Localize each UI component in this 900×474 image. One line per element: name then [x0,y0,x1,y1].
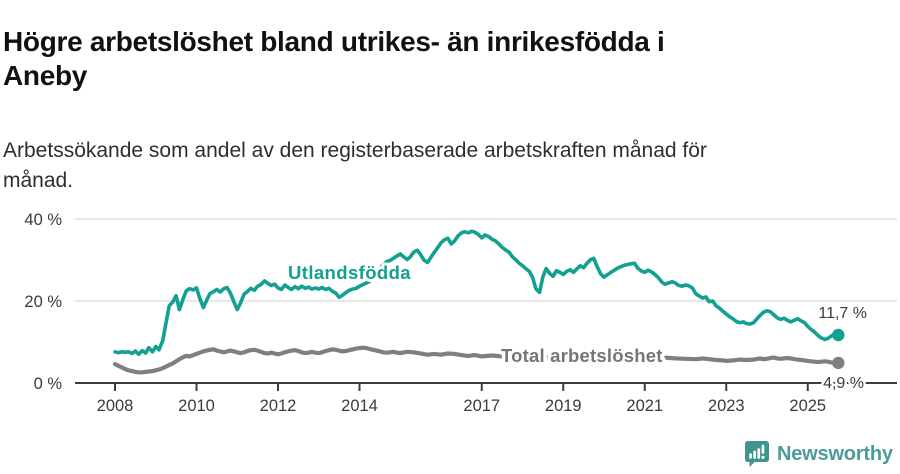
value-label-total-arbetsloshet: 4,9 % [823,375,864,392]
x-tick-label: 2008 [97,397,134,415]
page-title-line2: Aneby [3,59,88,91]
newsworthy-logo: Newsworthy [744,439,893,469]
newsworthy-wordmark: Newsworthy [777,443,893,465]
page-subtitle: Arbetssökande som andel av den registerb… [3,136,823,196]
x-tick-label: 2025 [789,397,826,415]
y-tick-label: 0 % [34,375,63,393]
series-layer [112,229,845,375]
x-tick-label: 2021 [626,397,663,415]
y-tick-label: 20 % [24,293,62,311]
y-tick-label: 40 % [24,211,62,229]
series-line-total-arbetsloshet [112,345,841,375]
x-tick-label: 2017 [463,397,500,415]
series-end-dot-utlandsfodda [832,328,845,342]
value-label-utlandsfodda: 11,7 % [818,305,867,322]
series-label-utlandsfodda: Utlandsfödda [288,262,411,283]
axis-layer: 0 % 20 % 40 % 2008 2010 2012 2014 2017 2019 2021 2… [24,211,826,415]
x-tick-label: 2012 [260,397,297,415]
series-end-dot-total-arbetsloshet [832,356,845,370]
series-label-total-arbetsloshet: Total arbetslöshet [501,345,663,366]
x-tick-label: 2010 [178,397,215,415]
grid-layer [75,218,897,384]
page-subtitle-line2: månad. [3,169,74,192]
page-title-line1: Högre arbetslöshet bland utrikes- än inr… [3,25,665,57]
page-subtitle-line1: Arbetssökande som andel av den registerb… [3,139,707,162]
series-line-utlandsfodda [113,229,841,357]
x-tick-label: 2019 [545,397,582,415]
page-title: Högre arbetslöshet bland utrikes- än inr… [3,25,873,93]
newsworthy-bubble-chart-icon [745,441,769,467]
x-tick-label: 2023 [708,397,745,415]
x-tick-label: 2014 [341,397,378,415]
